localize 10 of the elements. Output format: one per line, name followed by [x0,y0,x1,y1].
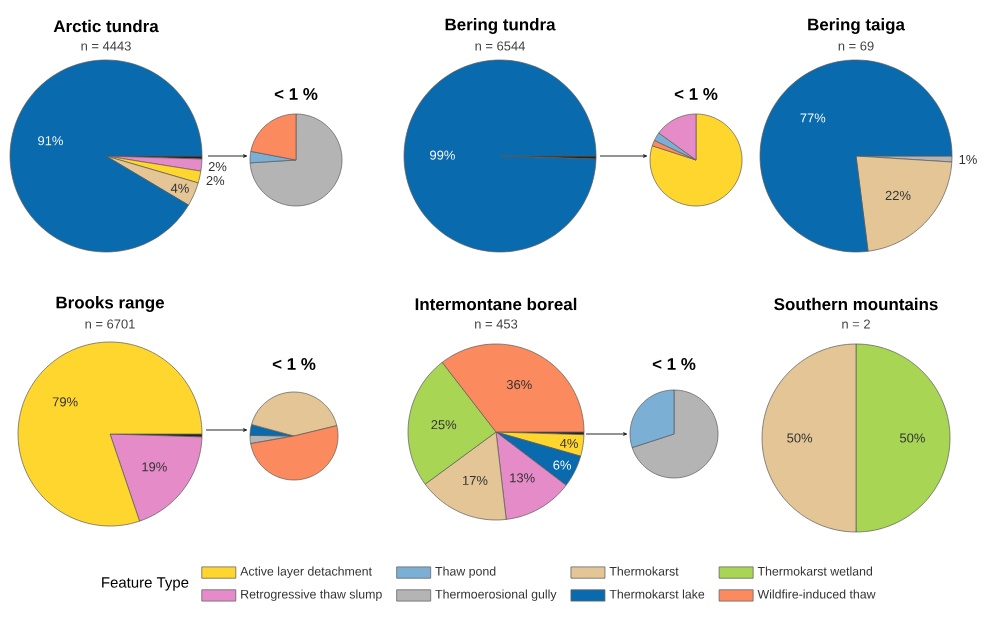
chart-title: < 1 % [674,88,718,100]
chart-title: < 1 % [272,358,316,370]
chart-title: < 1 % [274,88,318,100]
chart-title: Brooks range [56,296,164,312]
chart-title: Bering tundra [445,18,556,34]
chart-title: Bering taiga [808,18,906,34]
chart-title: < 1 % [652,358,696,370]
chart-title: Intermontane boreal [415,297,577,311]
chart-title: Southern mountains [774,297,938,311]
chart-title: Arctic tundra [53,19,159,33]
